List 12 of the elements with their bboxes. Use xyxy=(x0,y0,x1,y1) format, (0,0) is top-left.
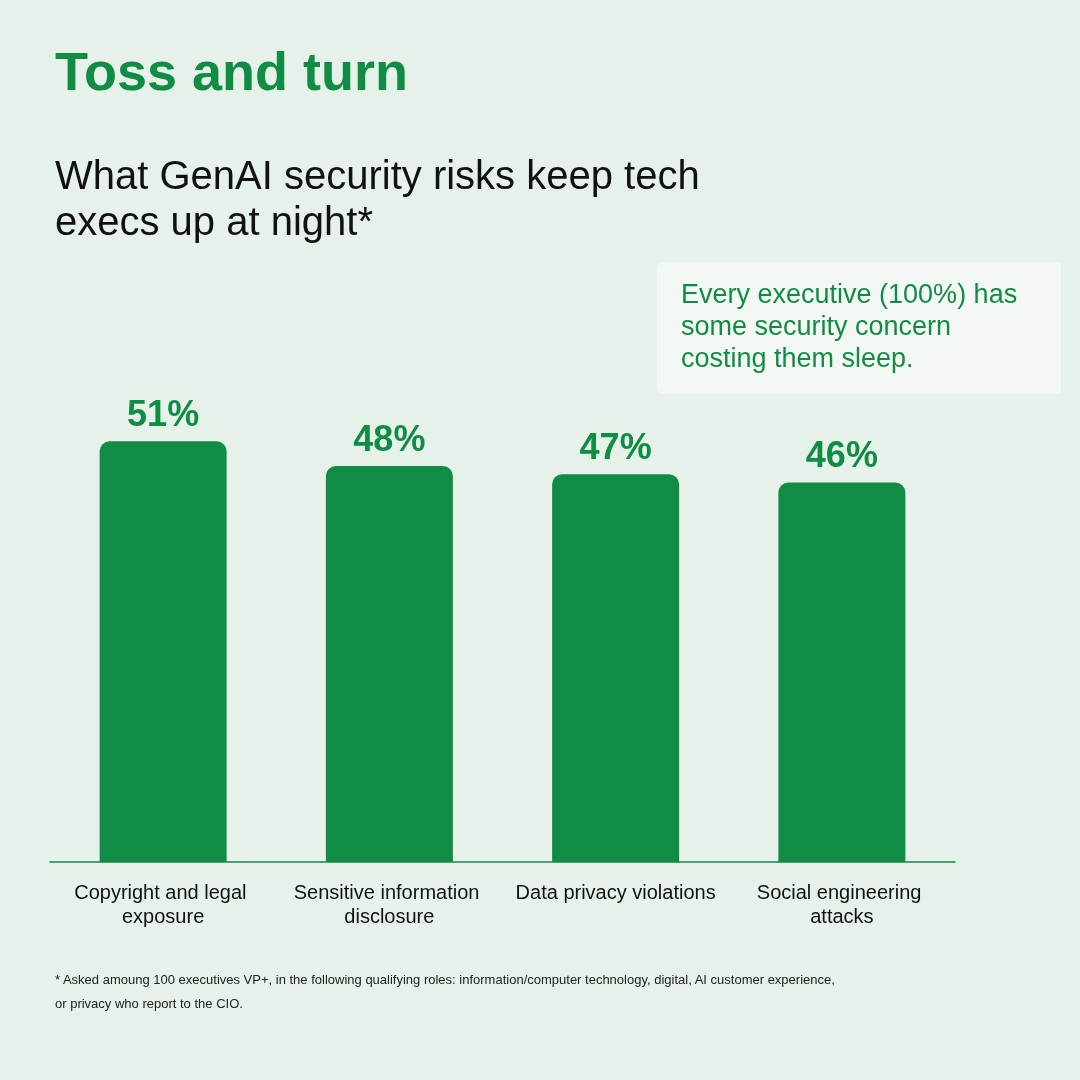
text: * Asked amoung 100 executives VP+, in the following qualifying roles: information/computer technology, digital, AI customer experience, or privacy who report to the CIO. xyxy=(55,971,835,1013)
text: Every executive (100%) has some security concern costing them sleep. xyxy=(657,262,1061,394)
x-tick-label: Data privacy violations xyxy=(515,881,716,903)
chart-subtitle: What GenAI security risks keep tech execs up at night* xyxy=(55,152,701,244)
x-tick-label: Social engineering attacks xyxy=(756,881,927,927)
x-tick-label: Copyright and legal exposure xyxy=(74,881,253,927)
x-tick-label: Sensitive information disclosure xyxy=(293,881,485,927)
data-label: 47% xyxy=(579,425,652,467)
chart-title: Toss and turn xyxy=(55,40,409,102)
data-label: 51% xyxy=(127,392,200,434)
data-label: 48% xyxy=(353,417,426,459)
data-label: 46% xyxy=(805,434,878,475)
